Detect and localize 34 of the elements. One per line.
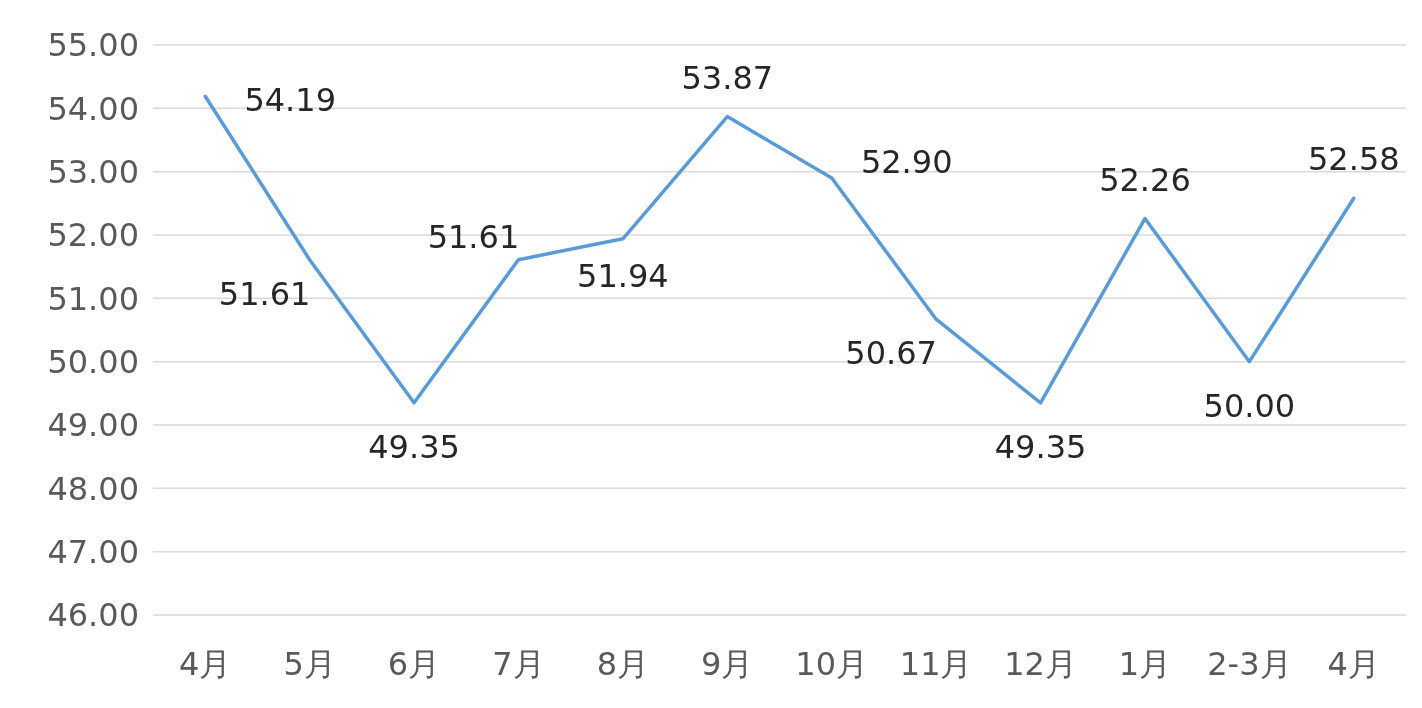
data-label: 49.35 — [994, 427, 1087, 466]
data-label: 49.35 — [368, 427, 460, 466]
y-tick-label: 49.00 — [47, 406, 139, 445]
x-tick-label: 7月 — [492, 645, 545, 683]
y-tick-label: 46.00 — [47, 596, 139, 635]
x-tick-label: 4月 — [179, 645, 232, 683]
y-tick-label: 50.00 — [47, 342, 139, 381]
y-tick-label: 55.00 — [47, 26, 139, 65]
data-label: 52.58 — [1307, 140, 1400, 179]
data-label: 51.94 — [577, 256, 669, 295]
data-label: 50.67 — [845, 334, 937, 373]
data-label: 51.61 — [427, 217, 520, 256]
data-label: 53.87 — [681, 58, 774, 97]
y-tick-label: 52.00 — [47, 216, 139, 255]
x-tick-label: 11月 — [899, 645, 973, 683]
data-label: 51.61 — [218, 274, 311, 313]
data-label: 52.90 — [860, 143, 953, 181]
y-tick-label: 54.00 — [47, 89, 139, 128]
x-tick-label: 10月 — [795, 645, 869, 683]
x-tick-label: 4月 — [1327, 645, 1380, 683]
y-tick-label: 47.00 — [47, 532, 139, 571]
data-label: 52.26 — [1099, 160, 1191, 199]
data-label: 50.00 — [1203, 386, 1296, 425]
x-tick-label: 6月 — [387, 645, 441, 683]
x-tick-label: 1月 — [1118, 645, 1172, 683]
y-tick-label: 53.00 — [47, 152, 139, 191]
x-tick-label: 9月 — [701, 645, 754, 683]
x-tick-label: 5月 — [283, 645, 336, 683]
data-label: 54.19 — [244, 81, 337, 120]
y-tick-label: 51.00 — [47, 279, 139, 318]
x-tick-label: 12月 — [1004, 645, 1077, 683]
y-tick-label: 48.00 — [47, 469, 139, 508]
x-tick-label: 8月 — [596, 645, 650, 683]
x-tick-label: 2-3月 — [1207, 645, 1292, 683]
